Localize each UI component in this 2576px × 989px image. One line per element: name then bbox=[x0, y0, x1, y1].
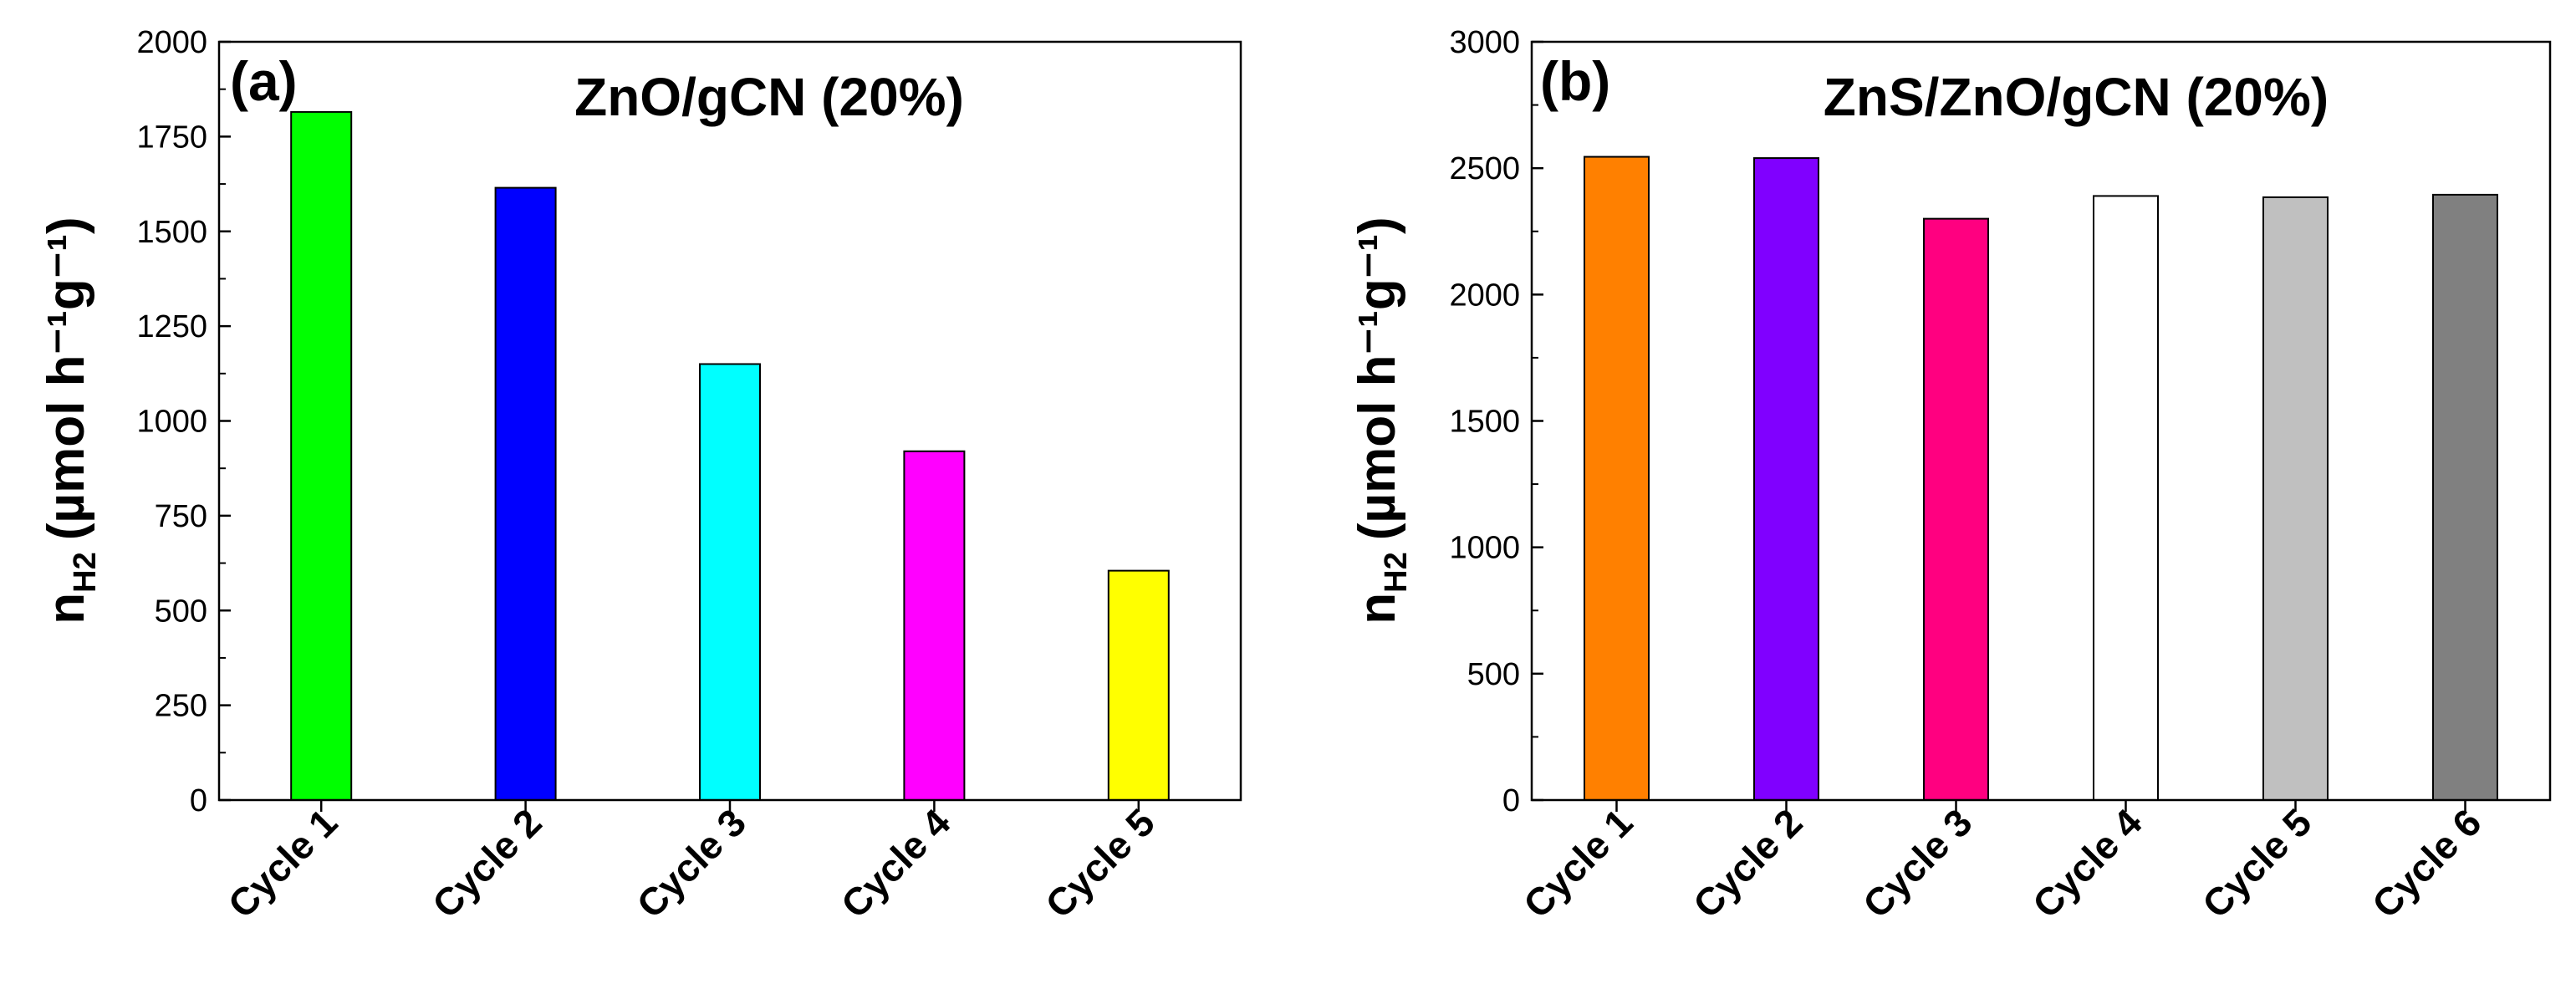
panel-a-y-axis-subscript: H2 bbox=[68, 552, 103, 593]
panel-a-category-label-1: Cycle 1 bbox=[220, 800, 346, 926]
panel-b-category-label-5: Cycle 5 bbox=[2194, 800, 2320, 926]
panel-b-category-label-1: Cycle 1 bbox=[1515, 800, 1641, 926]
panel-b-y-ticks: 0 500 1000 1500 2000 2500 3000 bbox=[1449, 25, 1543, 818]
panel-a-category-label-3: Cycle 3 bbox=[628, 800, 754, 926]
panel-b-y-axis-title: nH2 (µmol h⁻¹g⁻¹) bbox=[1349, 217, 1414, 624]
panel-b-category-label-2: Cycle 2 bbox=[1685, 800, 1811, 926]
panel-a-bar-5 bbox=[1107, 569, 1170, 801]
panel-b-label: (b) bbox=[1540, 50, 1610, 112]
panel-a-x-ticks: Cycle 1 Cycle 2 Cycle 3 Cycle 4 Cycle 5 bbox=[220, 800, 1163, 926]
panel-b-title: ZnS/ZnO/gCN (20%) bbox=[1824, 67, 2329, 127]
panel-b-bar-6 bbox=[2432, 193, 2498, 801]
panel-b-bar-4 bbox=[2093, 195, 2159, 801]
panel-a-category-label-4: Cycle 4 bbox=[833, 800, 959, 926]
panel-b-axes-frame bbox=[1530, 40, 2552, 802]
panel-a-y-tick-label-5: 1250 bbox=[136, 309, 207, 344]
panel-b-y-axis-subscript: H2 bbox=[1379, 552, 1414, 593]
panel-a-y-ticks: 0 250 500 750 1000 1250 1500 1750 2000 bbox=[136, 25, 231, 818]
panel-a-y-tick-label-6: 1500 bbox=[136, 215, 207, 250]
panel-b-y-axis-symbol: n bbox=[1349, 593, 1406, 624]
panel-a-category-label-2: Cycle 2 bbox=[424, 800, 550, 926]
panel-b-category-label-6: Cycle 6 bbox=[2364, 800, 2490, 926]
panel-b-y-tick-label-3: 1500 bbox=[1449, 405, 1520, 440]
panel-a-bar-3 bbox=[699, 363, 761, 802]
panel-a-y-axis-unit: (µmol h⁻¹g⁻¹) bbox=[38, 217, 95, 540]
panel-b-category-label-4: Cycle 4 bbox=[2024, 800, 2150, 926]
panel-b-y-tick-label-2: 1000 bbox=[1449, 531, 1520, 566]
panel-b-x-ticks: Cycle 1 Cycle 2 Cycle 3 Cycle 4 Cycle 5 Cycle… bbox=[1515, 800, 2490, 926]
panel-b-category-label-3: Cycle 3 bbox=[1854, 800, 1981, 926]
panel-b-y-tick-label-1: 500 bbox=[1467, 657, 1520, 692]
panel-a-y-tick-label-3: 750 bbox=[155, 499, 207, 534]
panel-a-bar-1 bbox=[290, 110, 353, 801]
panel-a-bar-4 bbox=[903, 450, 966, 802]
panel-a-label: (a) bbox=[230, 50, 298, 112]
panel-a-bar-2 bbox=[494, 186, 557, 802]
panel-a-title: ZnO/gCN (20%) bbox=[574, 67, 964, 127]
panel-a-y-axis-title: nH2 (µmol h⁻¹g⁻¹) bbox=[38, 217, 103, 624]
panel-a-y-tick-label-0: 0 bbox=[190, 783, 207, 818]
panel-b-y-tick-label-6: 3000 bbox=[1449, 25, 1520, 60]
panel-a-category-label-5: Cycle 5 bbox=[1037, 800, 1163, 926]
panel-a-bars bbox=[290, 110, 1170, 802]
panel-b-bar-2 bbox=[1753, 157, 1819, 802]
panel-b-bar-1 bbox=[1584, 155, 1650, 802]
panel-a-y-tick-label-1: 250 bbox=[155, 689, 207, 724]
panel-b-bar-5 bbox=[2262, 196, 2329, 801]
panel-a-y-tick-label-7: 1750 bbox=[136, 120, 207, 155]
panel-a-y-tick-label-8: 2000 bbox=[136, 25, 207, 60]
panel-b-bar-3 bbox=[1923, 217, 1989, 801]
panel-a-y-axis-symbol: n bbox=[38, 593, 95, 624]
panel-a-y-tick-label-4: 1000 bbox=[136, 405, 207, 440]
panel-b-y-tick-label-5: 2500 bbox=[1449, 151, 1520, 186]
panel-b-bars bbox=[1584, 155, 2498, 802]
panel-b-y-tick-label-4: 2000 bbox=[1449, 278, 1520, 313]
panel-b-y-axis-unit: (µmol h⁻¹g⁻¹) bbox=[1349, 217, 1406, 540]
panel-b-y-tick-label-0: 0 bbox=[1502, 783, 1520, 818]
panel-a-y-tick-label-2: 500 bbox=[155, 594, 207, 629]
